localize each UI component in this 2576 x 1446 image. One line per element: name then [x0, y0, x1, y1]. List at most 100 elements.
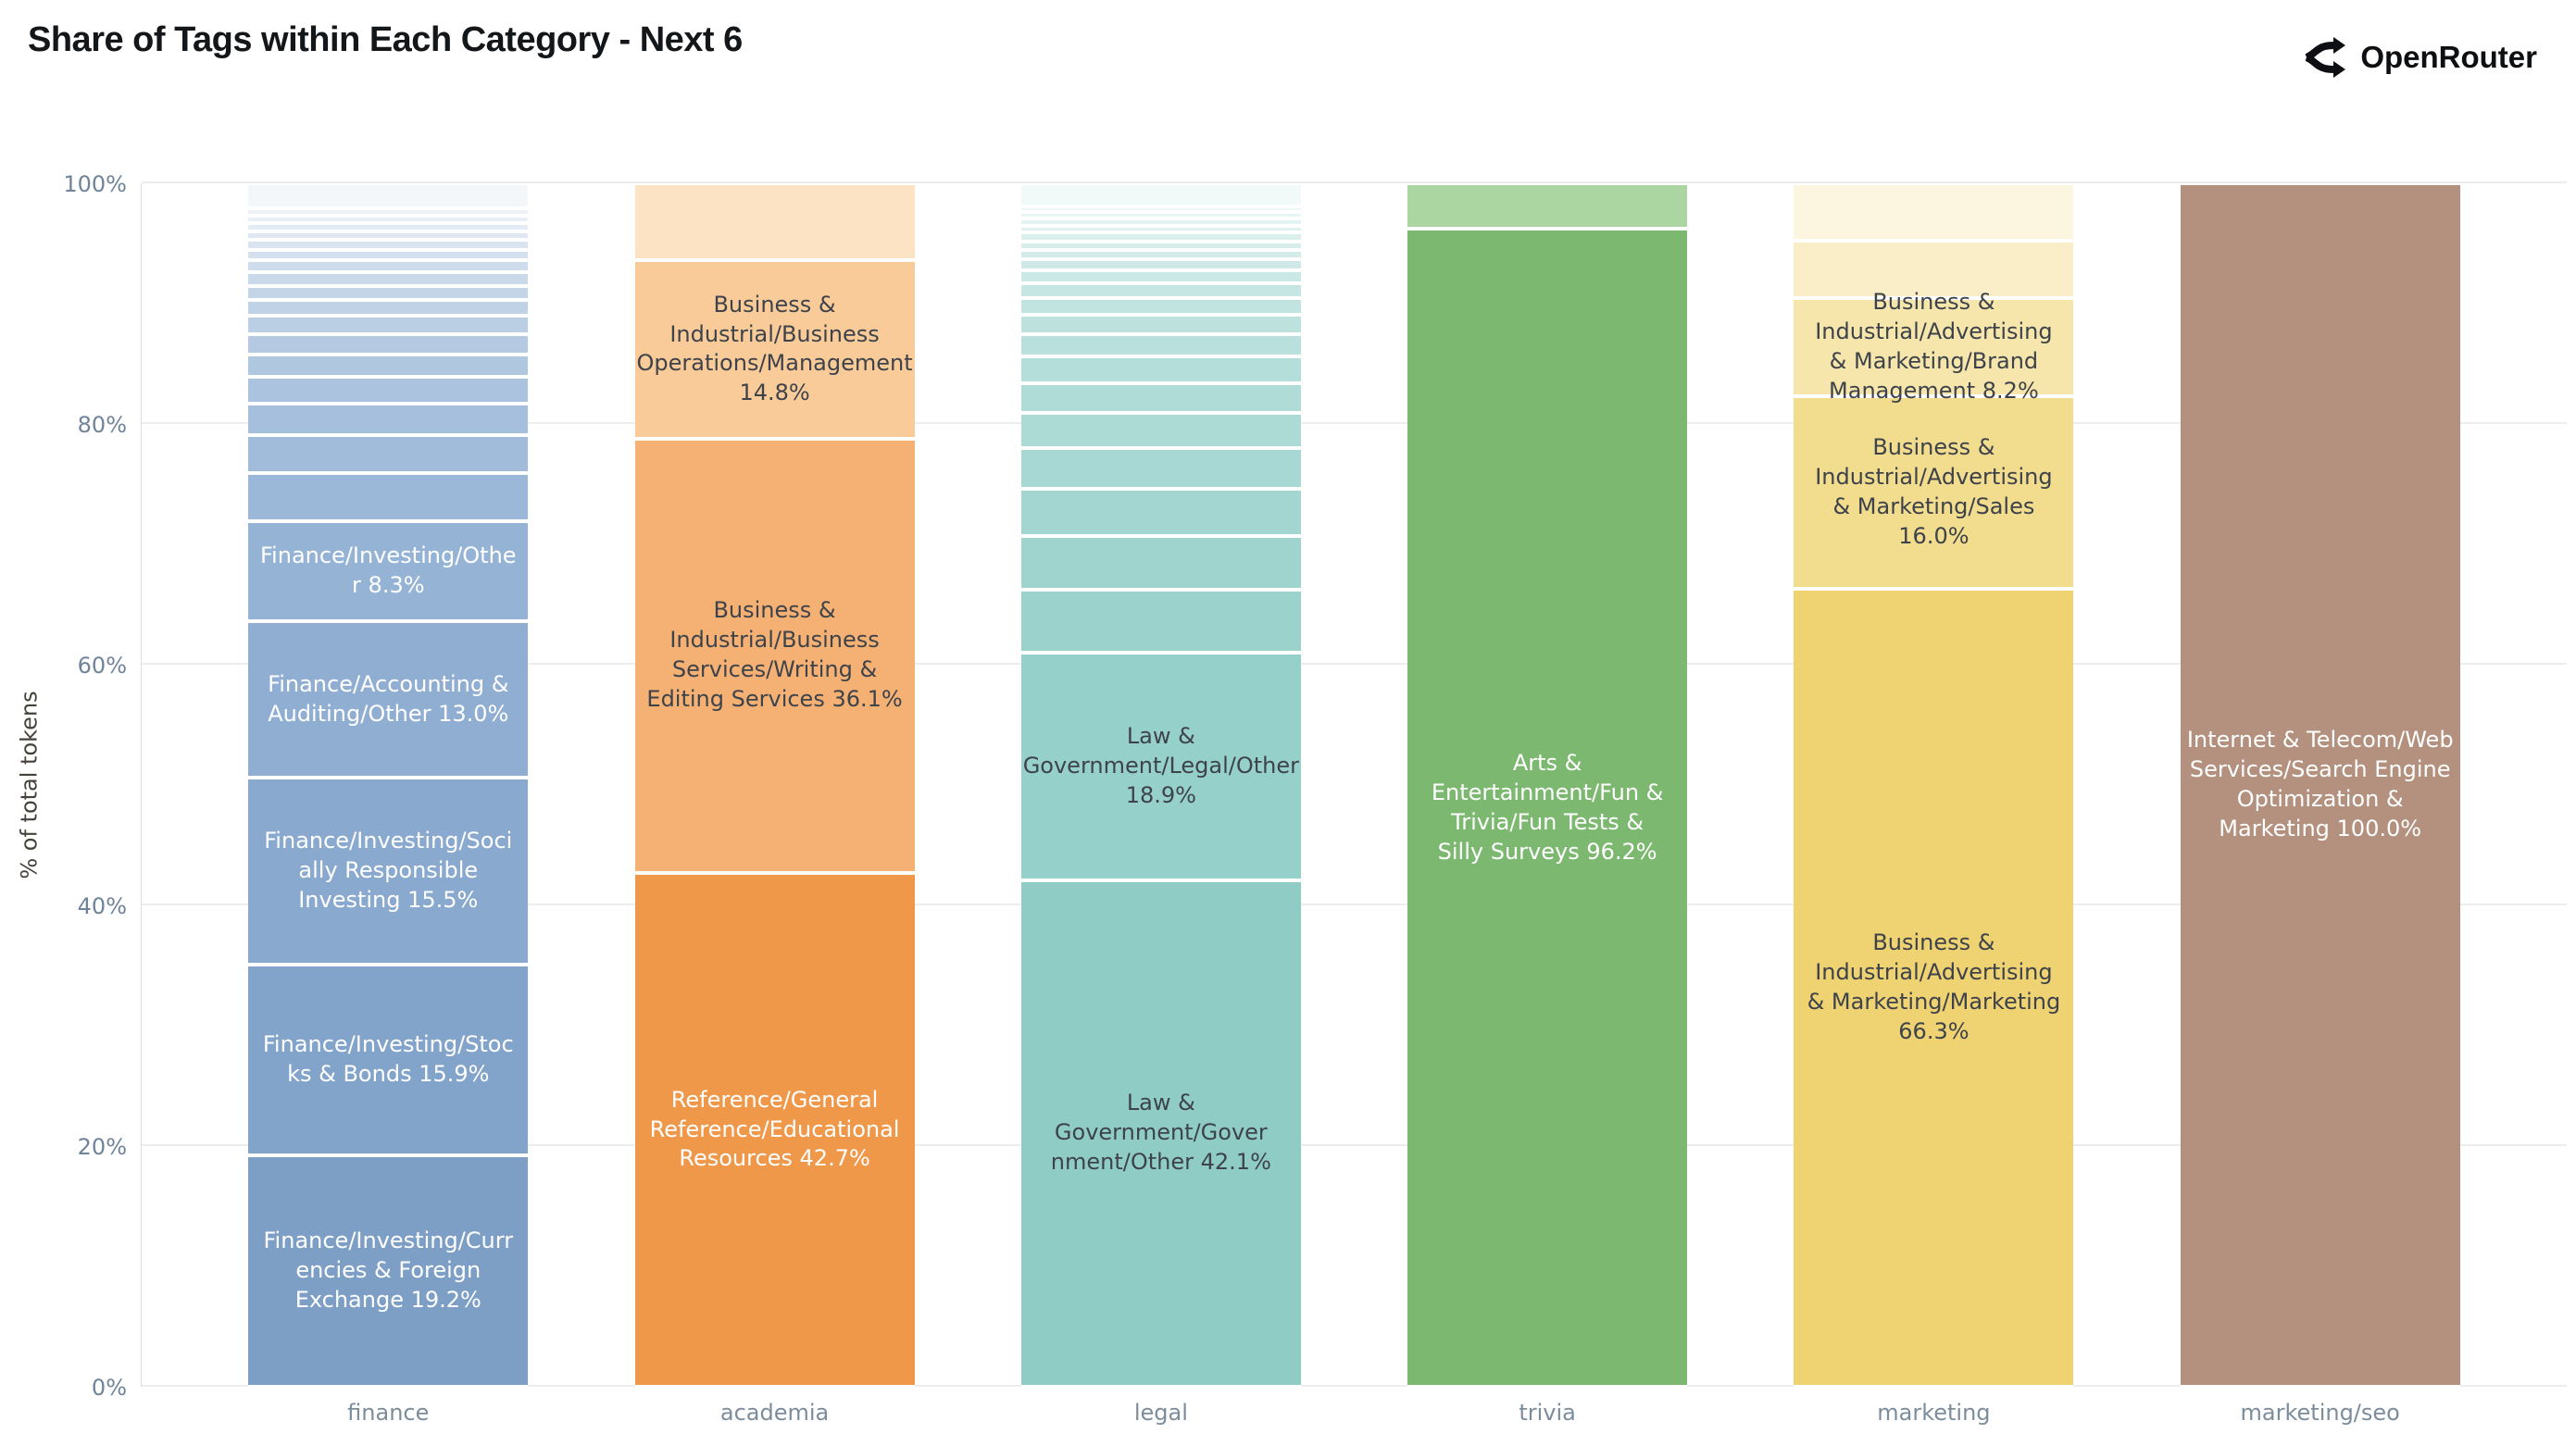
bar-segment [1020, 218, 1301, 226]
bar-segment [248, 208, 529, 217]
page-title: Share of Tags within Each Category - Nex… [28, 20, 743, 59]
x-axis-category-label: legal [1133, 1400, 1188, 1426]
segment-label: Business & Industrial/Advertising & Mark… [1815, 289, 2053, 404]
bar-segment [1020, 232, 1301, 242]
bar-segment [248, 333, 529, 355]
bar-segment [248, 285, 529, 301]
gridline [142, 181, 2567, 183]
brand-name: OpenRouter [2360, 40, 2537, 74]
bar-column: Law & Government/Gover nment/Other 42.1%… [1020, 183, 1301, 1426]
bar-segment [248, 434, 529, 474]
bar-segment [248, 354, 529, 378]
x-axis-category-label: marketing [1877, 1400, 1991, 1426]
gridline [142, 1144, 2567, 1146]
gridline [142, 663, 2567, 665]
y-axis-tick-label: 0% [91, 1375, 127, 1401]
bar-segment [1020, 333, 1301, 357]
x-axis-category-label: academia [719, 1400, 830, 1426]
bar-segment [634, 183, 915, 261]
bar-segment: Law & Government/Legal/Other 18.9% [1020, 653, 1301, 880]
segment-label: Internet & Telecom/Web Services/Search E… [2186, 727, 2454, 841]
bar-segment: Business & Industrial/Business Services/… [634, 438, 915, 873]
segment-label: Law & Government/Legal/Other 18.9% [1022, 723, 1299, 808]
bar-segment [248, 249, 529, 261]
bar-column: Internet & Telecom/Web Services/Search E… [2180, 183, 2460, 1426]
y-axis-tick-label: 40% [77, 893, 127, 919]
segment-label: Finance/Accounting & Auditing/Other 13.0… [268, 670, 509, 727]
bar-segment [1020, 259, 1301, 270]
segment-label: Business & Industrial/Advertising & Mark… [1807, 929, 2061, 1044]
bar-segment: Business & Industrial/Advertising & Mark… [1794, 396, 2074, 590]
bar-segment [248, 216, 529, 224]
bar-segment [1020, 283, 1301, 298]
bar-segment [248, 240, 529, 250]
bar-segment [1020, 448, 1301, 490]
bar-segment [1020, 249, 1301, 260]
x-axis-category-label: trivia [1519, 1400, 1576, 1426]
y-axis-tick-label: 60% [77, 653, 127, 679]
bar-segment [1020, 183, 1301, 206]
bar-segment [1020, 297, 1301, 315]
gridline [142, 904, 2567, 905]
y-axis-tick-label: 20% [77, 1134, 127, 1160]
bar-column: Reference/General Reference/Educational … [634, 183, 915, 1426]
bar-column: Arts & Entertainment/Fun & Trivia/Fun Te… [1407, 183, 1688, 1426]
bar-segment [248, 183, 529, 209]
bar-segment [248, 300, 529, 317]
bar-segment [1020, 535, 1301, 591]
bars-row: Finance/Investing/Curr encies & Foreign … [142, 183, 2567, 1426]
bar-segment: Internet & Telecom/Web Services/Search E… [2180, 183, 2460, 1387]
segment-label: Law & Government/Gover nment/Other 42.1% [1050, 1090, 1271, 1176]
bar-segment [1020, 413, 1301, 449]
bar-segment [248, 223, 529, 232]
bar-segment: Business & Industrial/Advertising & Mark… [1794, 589, 2074, 1387]
brand-logo: OpenRouter [2303, 35, 2537, 80]
bar-segment [1020, 241, 1301, 250]
bar-segment [248, 403, 529, 435]
bar-segment [1020, 382, 1301, 414]
bar-column: Finance/Investing/Curr encies & Foreign … [248, 183, 529, 1426]
bar-segment [248, 272, 529, 286]
bar-segment: Finance/Investing/Soci ally Responsible … [248, 778, 529, 965]
bar-segment [1020, 206, 1301, 213]
bar-segment [1020, 225, 1301, 233]
gridline [142, 1385, 2567, 1387]
gridline [142, 422, 2567, 424]
segment-label: Business & Industrial/Business Services/… [646, 597, 903, 713]
segment-label: Finance/Investing/Soci ally Responsible … [264, 828, 513, 913]
bar-segment [1020, 489, 1301, 536]
y-axis-title: % of total tokens [0, 183, 59, 1387]
bar-segment: Law & Government/Gover nment/Other 42.1% [1020, 879, 1301, 1387]
bar-segment [1020, 356, 1301, 383]
x-axis-category-label: finance [347, 1400, 430, 1426]
bar-column: Business & Industrial/Advertising & Mark… [1794, 183, 2074, 1426]
y-axis-tick-label: 100% [63, 171, 127, 197]
bar-segment: Finance/Investing/Curr encies & Foreign … [248, 1155, 529, 1387]
bar-segment [248, 316, 529, 334]
bar-segment [1020, 212, 1301, 218]
bar-segment [1794, 241, 2074, 298]
bar-segment: Reference/General Reference/Educational … [634, 872, 915, 1387]
bar-segment [1794, 183, 2074, 242]
bar-segment: Arts & Entertainment/Fun & Trivia/Fun Te… [1407, 229, 1688, 1387]
bar-segment [248, 473, 529, 522]
bar-segment [1020, 314, 1301, 334]
bar-segment [248, 231, 529, 241]
segment-label: Reference/General Reference/Educational … [649, 1086, 900, 1172]
bar-segment: Finance/Investing/Stoc ks & Bonds 15.9% [248, 964, 529, 1156]
bar-segment [1020, 590, 1301, 654]
segment-label: Finance/Investing/Curr encies & Foreign … [263, 1228, 514, 1314]
segment-label: Arts & Entertainment/Fun & Trivia/Fun Te… [1431, 749, 1664, 865]
bar-segment [1407, 183, 1688, 230]
y-axis-title-text: % of total tokens [17, 691, 44, 879]
y-axis-tick-label: 80% [77, 412, 127, 438]
segment-label: Finance/Investing/Othe r 8.3% [260, 542, 517, 599]
segment-label: Business & Industrial/Business Operation… [636, 291, 913, 406]
bar-segment: Business & Industrial/Advertising & Mark… [1794, 289, 2074, 404]
bar-segment: Business & Industrial/Business Operation… [634, 260, 915, 439]
openrouter-logo-icon [2305, 37, 2346, 78]
segment-label: Business & Industrial/Advertising & Mark… [1815, 434, 2053, 550]
bar-segment [1020, 269, 1301, 283]
